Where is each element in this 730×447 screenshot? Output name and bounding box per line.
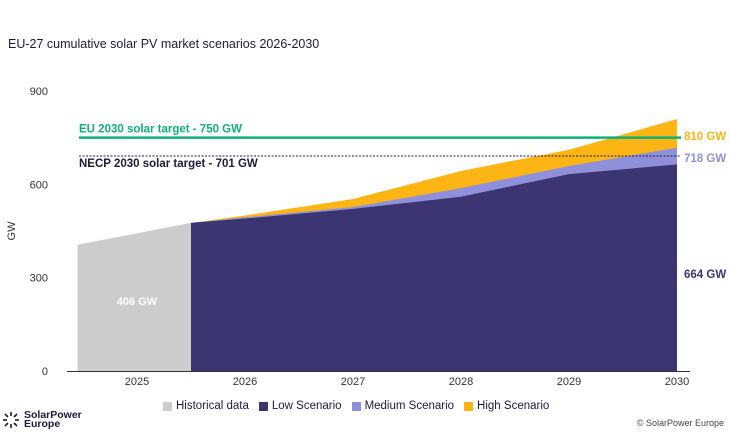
x-tick-label: 2027 [341,376,365,388]
x-tick-label: 2025 [125,376,149,388]
copyright: © SolarPower Europe [636,418,724,428]
historical-area [77,222,191,371]
legend-item-historical: Historical data [163,400,249,412]
legend-item-high: High Scenario [464,400,549,412]
low-end-label: 664 GW [684,269,726,281]
necp-target-label: NECP 2030 solar target - 701 GW [79,158,258,170]
logo-text-line1: SolarPower [24,409,82,421]
legend-label: High Scenario [477,400,550,412]
eu-target-label: EU 2030 solar target - 750 GW [79,124,242,136]
legend-item-low: Low Scenario [258,400,342,412]
chart-title: EU-27 cumulative solar PV market scenari… [8,37,320,51]
logo-text-line2: Europe [24,418,61,430]
high-end-label: 810 GW [684,131,726,143]
chart: 0 300 600 900 GW 406 GW 2025 2026 2027 2028 2029 20… [6,86,726,388]
historical-label: 406 GW [117,296,158,308]
legend-swatch [351,401,361,411]
y-tick-label: 900 [30,86,48,98]
medium-end-label: 718 GW [684,153,726,165]
legend-label: Medium Scenario [364,400,455,412]
legend: Historical data Low Scenario Medium Scen… [163,400,549,412]
legend-swatch [163,401,172,411]
y-tick-label: 0 [42,366,48,378]
area-low-scenario [191,164,677,371]
x-tick-label: 2030 [665,376,689,388]
y-tick-label: 300 [30,273,48,285]
sun-icon [3,412,19,428]
y-tick-label: 600 [30,179,48,191]
x-tick-label: 2029 [557,376,581,388]
legend-swatch [258,401,268,411]
legend-label: Low Scenario [271,400,342,412]
solarpower-europe-logo: SolarPower Europe [2,409,94,430]
x-tick-label: 2028 [449,376,473,388]
x-tick-label: 2026 [233,376,257,388]
legend-label: Historical data [176,400,249,412]
y-axis-label: GW [6,221,18,241]
legend-swatch [464,401,474,411]
legend-item-medium: Medium Scenario [351,400,455,412]
